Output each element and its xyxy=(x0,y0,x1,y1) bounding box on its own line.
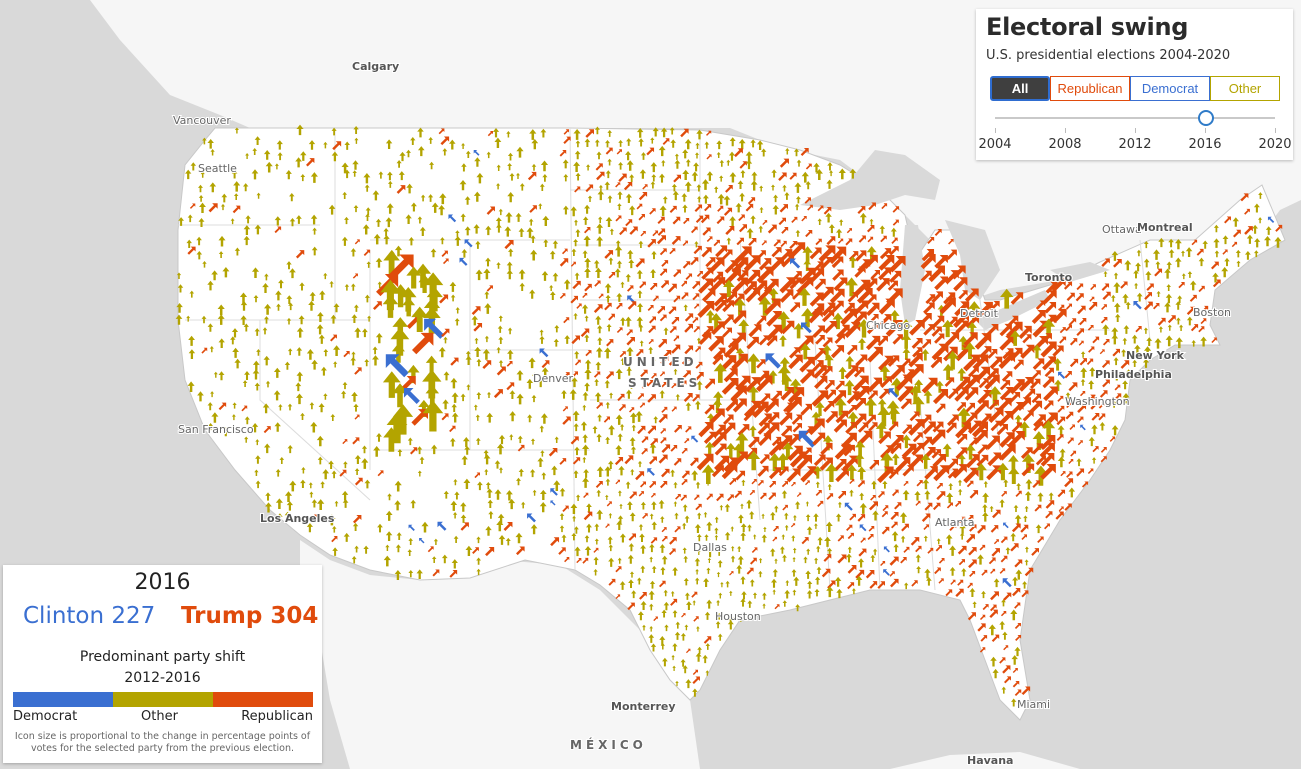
panel-title: Electoral swing xyxy=(986,13,1189,41)
shift-range: 2012-2016 xyxy=(124,670,201,686)
city-label: Washington xyxy=(1065,395,1130,408)
filter-all-button[interactable]: All xyxy=(990,76,1050,101)
color-legend-bar xyxy=(13,692,313,707)
swing-arrows xyxy=(175,124,1283,707)
legend-label-other: Other xyxy=(141,709,178,724)
legend-label-democrat: Democrat xyxy=(13,709,78,724)
city-label: Boston xyxy=(1193,306,1231,319)
other-swatch xyxy=(113,692,213,707)
cuba-land xyxy=(890,752,1080,769)
democrat-swatch xyxy=(13,692,113,707)
city-label: Calgary xyxy=(352,60,399,73)
city-label: Ottawa xyxy=(1102,223,1142,236)
slider-tick xyxy=(1135,128,1136,133)
slider-tick xyxy=(1275,128,1276,133)
legend-year: 2016 xyxy=(134,570,191,595)
party-filter-group: All Republican Democrat Other xyxy=(990,76,1280,101)
country-label: UNITED xyxy=(623,355,698,369)
city-label: Seattle xyxy=(198,162,237,175)
city-label: San Francisco xyxy=(178,423,254,436)
city-label: Denver xyxy=(533,372,573,385)
city-label: Miami xyxy=(1017,698,1050,711)
filter-other-button[interactable]: Other xyxy=(1210,76,1280,101)
city-label: Toronto xyxy=(1025,271,1073,284)
city-label: Monterrey xyxy=(611,700,676,713)
map-labels: Calgary Vancouver Seattle San Francisco Los … xyxy=(172,59,1232,768)
shift-title: Predominant party shift xyxy=(79,649,246,665)
slider-label-2016[interactable]: 2016 xyxy=(1188,137,1222,152)
city-label: New York xyxy=(1126,349,1185,362)
city-label: Houston xyxy=(715,610,761,623)
slider-label-2012[interactable]: 2012 xyxy=(1118,137,1152,152)
city-label: Havana xyxy=(967,754,1013,767)
country-label: MÉXICO xyxy=(570,737,647,752)
legend-panel: 2016 Clinton 227 Trump 304 Predominant p… xyxy=(3,565,322,763)
slider-tick xyxy=(1205,128,1206,133)
filter-republican-button[interactable]: Republican xyxy=(1050,76,1130,101)
electoral-swing-panel: Electoral swing U.S. presidential electi… xyxy=(976,9,1293,160)
lake-superior xyxy=(800,150,940,210)
slider-label-2008[interactable]: 2008 xyxy=(1048,137,1082,152)
filter-democrat-button[interactable]: Democrat xyxy=(1130,76,1210,101)
city-label: Los Angeles xyxy=(260,512,335,525)
legend-label-republican: Republican xyxy=(241,709,313,724)
slider-tick xyxy=(995,128,996,133)
legend-note: Icon size is proportional to the change … xyxy=(14,731,311,754)
lake-michigan xyxy=(900,225,925,325)
republican-swatch xyxy=(213,692,313,707)
country-label: STATES xyxy=(628,376,701,390)
city-label: Vancouver xyxy=(173,114,231,127)
city-label: Montreal xyxy=(1137,221,1193,234)
city-label: Philadelphia xyxy=(1095,368,1172,381)
lake-erie xyxy=(975,290,1050,330)
lake-ontario xyxy=(1050,262,1110,282)
year-slider-thumb[interactable] xyxy=(1198,110,1214,126)
democrat-result: Clinton 227 xyxy=(23,603,156,629)
city-label: Atlanta xyxy=(935,516,974,529)
city-label: Detroit xyxy=(960,307,999,320)
city-label: Chicago xyxy=(866,319,910,332)
lake-huron xyxy=(945,220,1000,300)
slider-label-2020[interactable]: 2020 xyxy=(1258,137,1292,152)
slider-label-2004[interactable]: 2004 xyxy=(978,137,1012,152)
shift-heading: Predominant party shift 2012-2016 xyxy=(3,647,322,689)
panel-subtitle: U.S. presidential elections 2004-2020 xyxy=(986,48,1231,63)
city-label: Dallas xyxy=(693,541,727,554)
year-slider-track[interactable] xyxy=(995,117,1275,119)
mexico-land xyxy=(300,540,700,769)
republican-result: Trump 304 xyxy=(181,603,319,629)
slider-tick xyxy=(1065,128,1066,133)
